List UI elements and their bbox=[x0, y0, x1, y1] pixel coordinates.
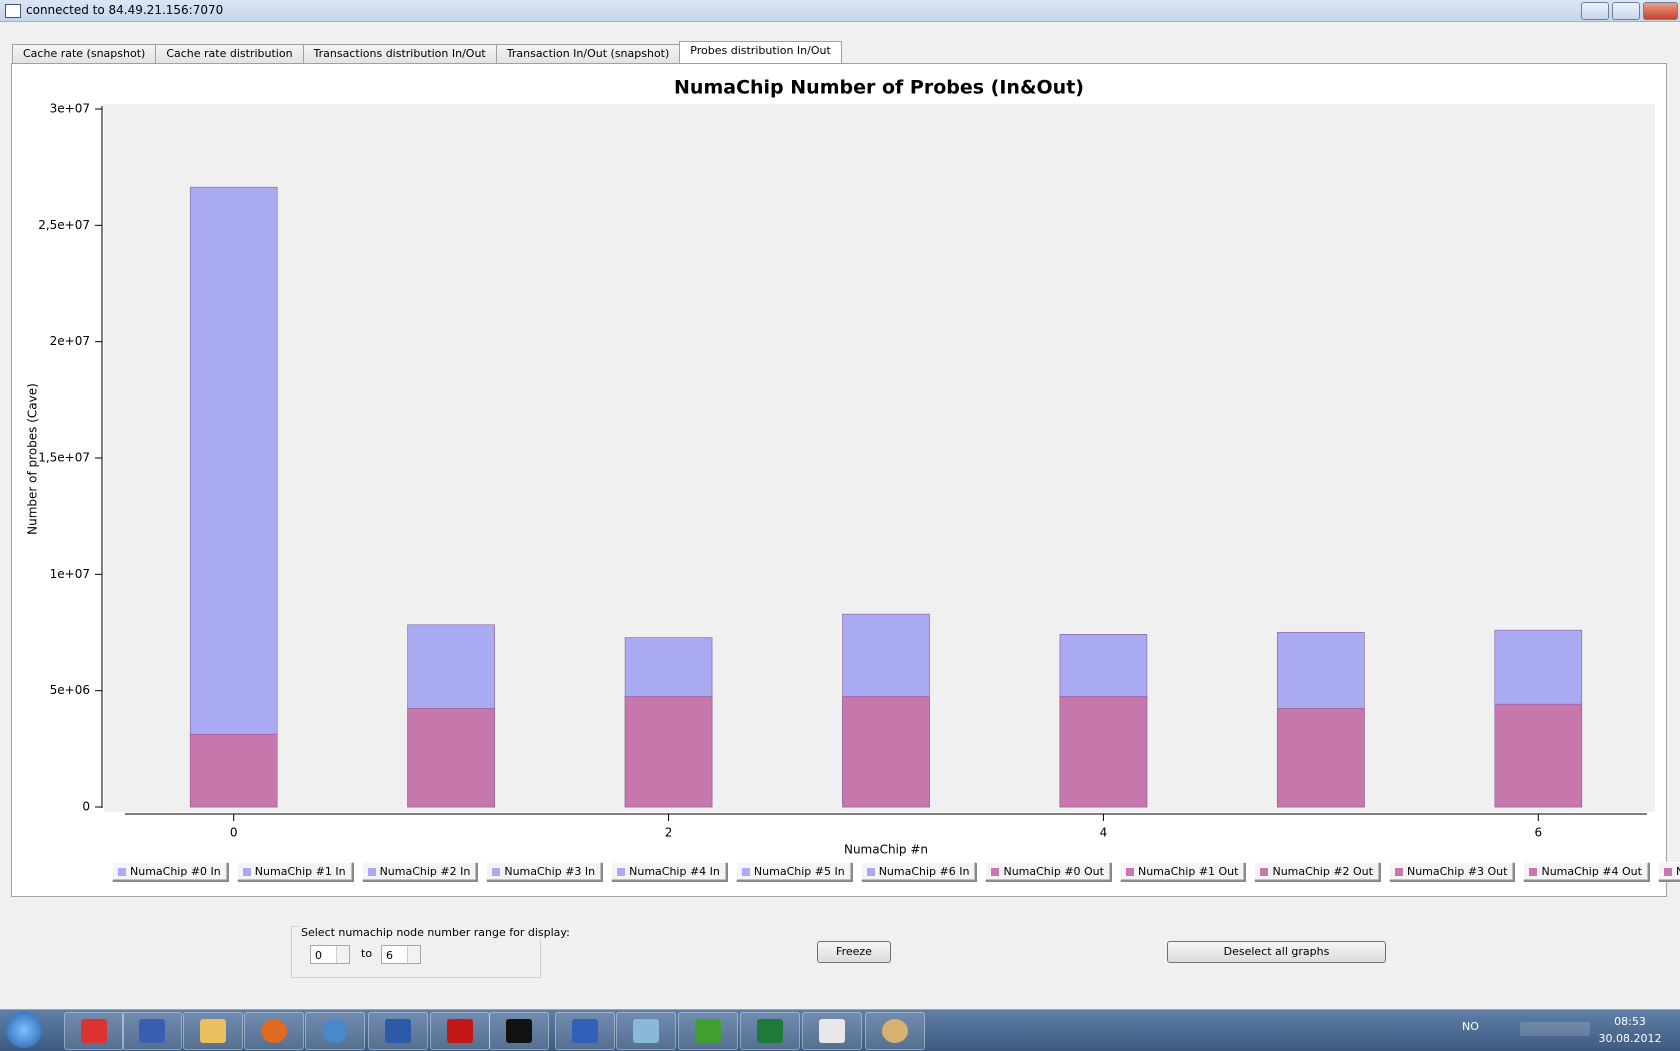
taskbar-app[interactable] bbox=[555, 1012, 615, 1050]
chart-panel bbox=[11, 63, 1667, 897]
legend-label: NumaChip #0 In bbox=[130, 865, 221, 878]
clock-date[interactable]: 30.08.2012 bbox=[1598, 1032, 1662, 1045]
tab[interactable]: Probes distribution In/Out bbox=[679, 41, 842, 64]
legend-swatch bbox=[492, 867, 501, 876]
legend-swatch bbox=[118, 867, 126, 876]
minimize-button[interactable] bbox=[1581, 2, 1609, 20]
legend-item[interactable]: NumaChip #2 Out bbox=[1254, 862, 1380, 881]
legend-item[interactable]: NumaChip #0 In bbox=[112, 862, 228, 881]
legend: NumaChip #0 In NumaChip #1 In NumaChip #2 … bbox=[112, 862, 1680, 881]
taskbar-app[interactable] bbox=[802, 1012, 862, 1050]
legend-item[interactable]: NumaChip #4 Out bbox=[1523, 862, 1649, 881]
legend-swatch bbox=[1663, 867, 1672, 876]
tab[interactable]: Cache rate (snapshot) bbox=[12, 44, 157, 64]
legend-swatch bbox=[866, 867, 875, 876]
start-button[interactable] bbox=[6, 1012, 42, 1048]
deselect-button[interactable]: Deselect all graphs bbox=[1167, 941, 1386, 963]
legend-item[interactable]: NumaChip #0 Out bbox=[985, 862, 1111, 881]
legend-label: NumaChip #4 Out bbox=[1541, 865, 1642, 878]
legend-swatch bbox=[1394, 867, 1403, 876]
range-from-spinbox[interactable]: 0 bbox=[310, 945, 350, 964]
legend-swatch bbox=[1529, 867, 1538, 876]
taskbar-app[interactable] bbox=[865, 1012, 925, 1050]
legend-label: NumaChip #6 In bbox=[878, 865, 970, 878]
legend-item[interactable]: NumaChip #3 In bbox=[486, 862, 603, 881]
spin-arrows[interactable] bbox=[407, 946, 420, 963]
legend-swatch bbox=[991, 867, 1000, 876]
legend-swatch bbox=[1260, 867, 1269, 876]
tab[interactable]: Transactions distribution In/Out bbox=[302, 44, 497, 64]
taskbar-app[interactable] bbox=[489, 1012, 549, 1050]
clock-time[interactable]: 08:53 bbox=[1614, 1015, 1646, 1028]
legend-item[interactable]: NumaChip #4 In bbox=[611, 862, 727, 881]
freeze-button[interactable]: Freeze bbox=[817, 941, 891, 963]
legend-item[interactable]: NumaChip #3 Out bbox=[1388, 862, 1515, 881]
language-indicator[interactable]: NO bbox=[1462, 1020, 1479, 1033]
legend-swatch bbox=[367, 867, 376, 876]
taskbar-app[interactable] bbox=[430, 1012, 490, 1050]
app-icon bbox=[5, 4, 21, 18]
legend-item[interactable]: NumaChip #6 In bbox=[860, 862, 977, 881]
legend-swatch bbox=[242, 867, 251, 876]
legend-swatch bbox=[617, 867, 626, 876]
maximize-button[interactable] bbox=[1612, 2, 1640, 20]
taskbar-app[interactable] bbox=[183, 1012, 243, 1050]
legend-label: NumaChip #4 In bbox=[629, 865, 720, 878]
taskbar-app[interactable] bbox=[678, 1012, 738, 1050]
taskbar-app[interactable] bbox=[64, 1012, 124, 1050]
window-title: connected to 84.49.21.156:7070 bbox=[26, 3, 224, 17]
legend-label: NumaChip #3 In bbox=[504, 865, 596, 878]
taskbar-app[interactable] bbox=[122, 1012, 182, 1050]
tray-icons[interactable] bbox=[1520, 1022, 1590, 1036]
legend-label: NumaChip #2 Out bbox=[1272, 865, 1373, 878]
taskbar-app[interactable] bbox=[616, 1012, 676, 1050]
taskbar-app[interactable] bbox=[244, 1012, 304, 1050]
range-to-label: to bbox=[361, 947, 373, 960]
range-from-value: 0 bbox=[315, 949, 322, 962]
title-bar: connected to 84.49.21.156:7070 bbox=[0, 0, 1680, 22]
legend-item[interactable]: NumaChip #5 In bbox=[735, 862, 852, 881]
legend-item[interactable]: NumaChip #1 In bbox=[236, 862, 353, 881]
legend-item[interactable]: NumaChip #1 Out bbox=[1119, 862, 1246, 881]
taskbar-app[interactable] bbox=[740, 1012, 800, 1050]
range-label: Select numachip node number range for di… bbox=[299, 926, 572, 939]
legend-label: NumaChip #5 In bbox=[753, 865, 845, 878]
legend-label: NumaChip #0 Out bbox=[1003, 865, 1104, 878]
range-to-spinbox[interactable]: 6 bbox=[381, 945, 421, 964]
legend-swatch bbox=[741, 867, 750, 876]
tab-bar: Cache rate (snapshot) Cache rate distribu… bbox=[12, 41, 842, 64]
legend-swatch bbox=[1125, 867, 1134, 876]
legend-label: NumaChip #5 Out bbox=[1676, 865, 1680, 878]
legend-label: NumaChip #2 In bbox=[379, 865, 471, 878]
taskbar-app[interactable] bbox=[368, 1012, 428, 1050]
legend-label: NumaChip #3 Out bbox=[1406, 865, 1508, 878]
legend-label: NumaChip #1 In bbox=[254, 865, 346, 878]
legend-item[interactable]: NumaChip #2 In bbox=[361, 862, 478, 881]
tab[interactable]: Cache rate distribution bbox=[155, 44, 304, 64]
taskbar-app[interactable] bbox=[305, 1012, 365, 1050]
tab[interactable]: Transaction In/Out (snapshot) bbox=[495, 44, 681, 64]
legend-item[interactable]: NumaChip #5 Out bbox=[1657, 862, 1680, 881]
spin-arrows[interactable] bbox=[336, 946, 349, 963]
legend-label: NumaChip #1 Out bbox=[1137, 865, 1239, 878]
close-button[interactable] bbox=[1643, 2, 1678, 20]
range-to-value: 6 bbox=[386, 949, 393, 962]
